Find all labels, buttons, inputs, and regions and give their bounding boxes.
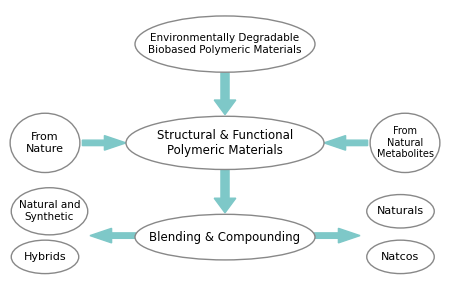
Text: Environmentally Degradable
Biobased Polymeric Materials: Environmentally Degradable Biobased Poly… xyxy=(148,33,302,55)
FancyArrow shape xyxy=(214,73,236,115)
Ellipse shape xyxy=(367,195,434,228)
Text: Blending & Compounding: Blending & Compounding xyxy=(149,231,301,244)
Ellipse shape xyxy=(10,113,80,172)
Ellipse shape xyxy=(367,240,434,274)
FancyArrow shape xyxy=(324,136,368,150)
FancyArrow shape xyxy=(314,228,360,243)
FancyArrow shape xyxy=(214,169,236,213)
Ellipse shape xyxy=(11,240,79,274)
Text: From
Natural
Metabolites: From Natural Metabolites xyxy=(377,126,433,160)
Ellipse shape xyxy=(370,113,440,172)
Text: Hybrids: Hybrids xyxy=(24,252,66,262)
Text: Structural & Functional
Polymeric Materials: Structural & Functional Polymeric Materi… xyxy=(157,129,293,157)
Ellipse shape xyxy=(135,16,315,72)
Ellipse shape xyxy=(11,188,88,235)
Ellipse shape xyxy=(126,116,324,170)
FancyArrow shape xyxy=(90,228,136,243)
FancyArrow shape xyxy=(82,136,126,150)
Ellipse shape xyxy=(135,214,315,260)
Text: Natural and
Synthetic: Natural and Synthetic xyxy=(19,200,80,222)
Text: From
Nature: From Nature xyxy=(26,132,64,154)
Text: Naturals: Naturals xyxy=(377,206,424,216)
Text: Natcos: Natcos xyxy=(382,252,419,262)
